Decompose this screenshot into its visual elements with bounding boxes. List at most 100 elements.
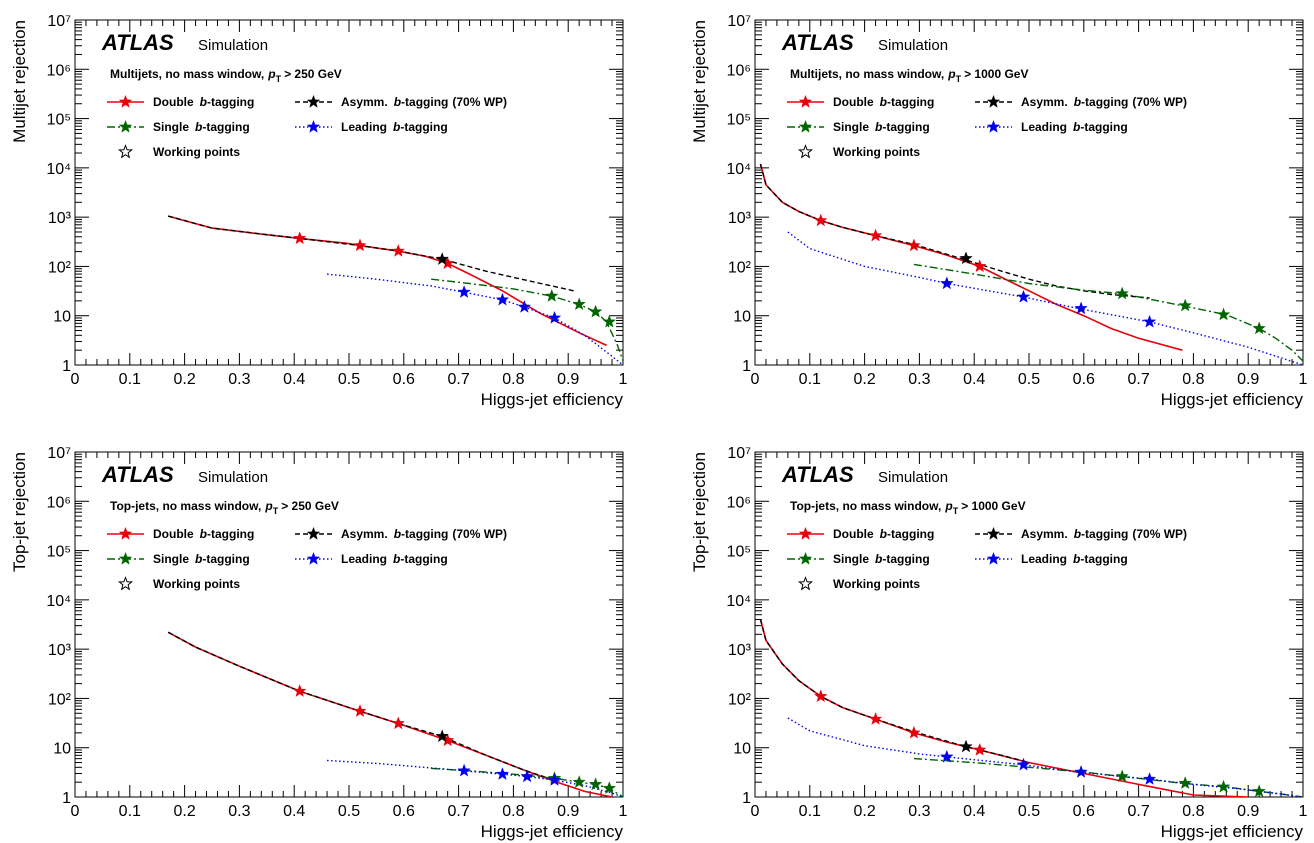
legend-tail: (70% WP) — [1132, 95, 1187, 109]
legend-tagging: -tagging — [887, 95, 934, 109]
legend-b: b — [875, 552, 882, 566]
y-tick-label: 10² — [728, 691, 752, 708]
y-tick-label: 10⁷ — [47, 445, 71, 462]
marker-leading — [548, 774, 560, 786]
simulation-label: Simulation — [198, 37, 268, 54]
pt-subscript: T — [273, 506, 279, 516]
y-tick-label: 10⁵ — [727, 112, 751, 129]
legend-label-working-points: Working points — [833, 145, 920, 159]
marker-leading — [548, 312, 560, 324]
y-tick-label: 10⁴ — [726, 161, 751, 178]
x-tick-label: 1 — [1299, 371, 1308, 388]
legend-marker-single — [799, 121, 811, 133]
legend-word: Single — [153, 120, 189, 134]
series-line-double — [168, 632, 612, 797]
region-label: Top-jets, no mass window, pT > 250 GeV — [110, 499, 339, 516]
legend-word: Single — [833, 552, 869, 566]
marker-single — [589, 305, 601, 317]
x-tick-label: 0.8 — [502, 803, 524, 820]
marker-single — [546, 290, 558, 302]
legend-b: b — [195, 552, 202, 566]
marker-double — [815, 214, 827, 226]
x-tick-label: 0.4 — [963, 371, 985, 388]
marker-leading — [1143, 773, 1155, 785]
pt-cut: > 250 GeV — [284, 67, 342, 81]
x-tick-label: 0.9 — [1237, 803, 1259, 820]
x-tick-label: 0.7 — [1127, 803, 1149, 820]
y-tick-label: 10 — [733, 309, 751, 326]
y-tick-label: 10⁷ — [47, 13, 71, 30]
legend-label: Single b-tagging — [153, 552, 250, 566]
legend-tagging: -tagging — [882, 552, 929, 566]
legend-tagging: -tagging — [207, 527, 254, 541]
marker-leading — [518, 301, 530, 313]
legend-word: Leading — [341, 120, 387, 134]
y-tick-label: 10 — [733, 741, 751, 758]
legend-label: Double b-tagging — [833, 527, 934, 541]
legend-tagging: -tagging — [400, 120, 447, 134]
legend-tail: (70% WP) — [452, 95, 507, 109]
y-tick-label: 10⁶ — [47, 62, 71, 79]
legend-marker-working-points — [799, 578, 811, 590]
legend-marker-single — [799, 553, 811, 565]
legend-b: b — [195, 120, 202, 134]
legend-b: b — [394, 527, 401, 541]
marker-single — [573, 776, 585, 788]
pt-subscript: T — [276, 74, 282, 84]
legend-word: Asymm. — [1021, 95, 1068, 109]
legend-label: Single b-tagging — [833, 552, 930, 566]
legend-label: Asymm. b-tagging (70% WP) — [341, 95, 507, 109]
marker-double — [974, 744, 986, 756]
legend-marker-leading — [307, 121, 319, 133]
atlas-label: ATLAS — [781, 30, 854, 55]
y-tick-label: 1 — [742, 790, 751, 807]
legend-marker-working-points — [119, 146, 131, 158]
series-line-double — [761, 620, 1249, 798]
legend-label: Leading b-tagging — [341, 120, 448, 134]
x-tick-label: 0.6 — [393, 803, 415, 820]
y-tick-label: 10³ — [48, 210, 72, 227]
panel-2: 0 0.1 0.2 0.3 0.4 0.5 0.6 0.7 0.8 0.9 1 1 10 10² 10³ 10… — [690, 13, 1308, 409]
y-tick-label: 10⁷ — [727, 13, 751, 30]
x-tick-label: 0.6 — [1073, 803, 1095, 820]
y-tick-label: 10² — [728, 259, 752, 276]
legend-label-working-points: Working points — [153, 145, 240, 159]
marker-single — [589, 778, 601, 790]
legend-word: Double — [833, 95, 874, 109]
series-line-leading — [327, 274, 623, 365]
legend-tagging: -tagging — [1081, 95, 1128, 109]
panel-1: 0 0.1 0.2 0.3 0.4 0.5 0.6 0.7 0.8 0.9 1 1 10 10² 10³ 10… — [10, 13, 628, 409]
legend-tagging: -tagging — [887, 527, 934, 541]
legend-label: Leading b-tagging — [1021, 120, 1128, 134]
simulation-label: Simulation — [878, 469, 948, 486]
y-axis-label: Top-jet rejection — [10, 452, 29, 572]
pt-symbol: p — [947, 67, 955, 81]
x-tick-label: 1 — [1299, 803, 1308, 820]
y-tick-label: 10⁴ — [726, 593, 751, 610]
marker-double — [392, 717, 404, 729]
x-tick-label: 0.1 — [119, 371, 141, 388]
x-tick-label: 0.1 — [799, 803, 821, 820]
legend-label: Double b-tagging — [153, 527, 254, 541]
legend-tail: (70% WP) — [1132, 527, 1187, 541]
y-tick-label: 10⁴ — [46, 593, 71, 610]
x-tick-label: 0.3 — [228, 371, 250, 388]
x-tick-label: 1 — [619, 371, 628, 388]
legend-label: Double b-tagging — [833, 95, 934, 109]
marker-leading — [1143, 315, 1155, 327]
atlas-label: ATLAS — [101, 462, 174, 487]
legend-label: Single b-tagging — [833, 120, 930, 134]
marker-single — [1116, 287, 1128, 299]
series-line-single — [914, 264, 1303, 361]
y-tick-label: 10³ — [48, 642, 72, 659]
marker-leading — [496, 293, 508, 305]
x-tick-label: 0.6 — [393, 371, 415, 388]
legend-label-working-points: Working points — [833, 577, 920, 591]
legend-marker-leading — [307, 553, 319, 565]
legend-tagging: -tagging — [1080, 552, 1127, 566]
x-tick-label: 0.5 — [338, 803, 360, 820]
legend-marker-single — [119, 553, 131, 565]
legend-marker-double — [119, 96, 131, 108]
x-tick-label: 0.1 — [119, 803, 141, 820]
